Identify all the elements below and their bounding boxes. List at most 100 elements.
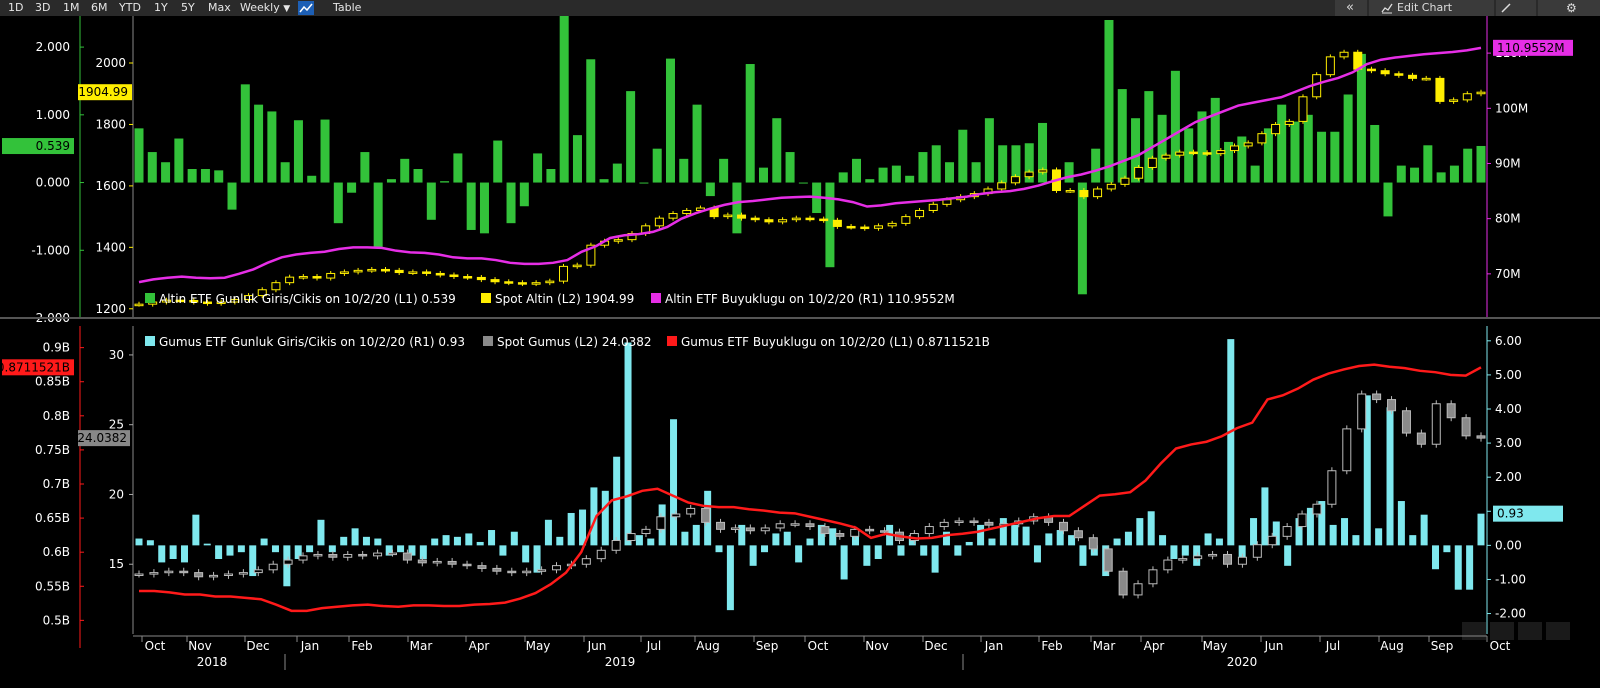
silver-legend-swatch xyxy=(483,336,493,346)
silver-candle xyxy=(686,507,696,515)
gold-legend-swatch xyxy=(651,293,661,303)
silver-flow-bar xyxy=(374,538,382,546)
silver-flow-bar xyxy=(1170,545,1178,559)
gold-flow-bar xyxy=(652,148,662,183)
silver-flow-bar xyxy=(1375,528,1383,546)
edit-button[interactable] xyxy=(1496,0,1536,16)
range-1y-button[interactable]: 1Y xyxy=(154,1,168,14)
gold-candle xyxy=(1134,166,1144,179)
silver-legend-label: Gumus ETF Gunluk Giris/Cikis on 10/2/20 … xyxy=(159,335,465,349)
gold-candle xyxy=(1024,171,1034,178)
gold-flow-bar xyxy=(905,175,915,183)
silver-candle xyxy=(253,569,263,574)
gold-l1-tick-label: 0.000 xyxy=(36,176,70,190)
silver-flow-bar xyxy=(1227,339,1235,546)
silver-flow-bar xyxy=(897,545,905,556)
silver-candle xyxy=(1401,410,1411,434)
gold-flow-bar xyxy=(293,120,303,183)
range-ytd-button[interactable]: YTD xyxy=(119,1,141,14)
settings-button[interactable]: ⚙ xyxy=(1538,0,1600,16)
gold-flow-bar xyxy=(134,128,144,183)
silver-candle xyxy=(671,513,681,518)
range-3d-button[interactable]: 3D xyxy=(35,1,51,14)
gold-candle xyxy=(326,272,336,279)
gold-candle xyxy=(244,295,254,301)
gold-flow-bar xyxy=(1436,172,1446,183)
silver-flow-bar xyxy=(419,545,427,559)
line-chart-icon[interactable] xyxy=(298,1,314,15)
gold-flow-bar xyxy=(572,135,582,183)
gold-candle xyxy=(490,279,500,283)
gold-candle xyxy=(230,299,240,303)
silver-flow-bar xyxy=(476,541,484,546)
silver-flow-bar xyxy=(385,545,393,556)
silver-flow-bar xyxy=(237,545,245,553)
gold-candle xyxy=(887,222,897,227)
silver-flow-bar xyxy=(249,545,257,577)
silver-candle xyxy=(1058,521,1068,532)
silver-l1-tick-label: 0.6B xyxy=(43,545,70,559)
gold-flow-bar xyxy=(227,182,237,210)
gold-candle xyxy=(572,264,582,268)
gold-flow-bar xyxy=(599,179,609,183)
period-select[interactable]: Weekly ▼ xyxy=(240,0,290,16)
gold-candle xyxy=(161,299,171,303)
silver-legend-swatch xyxy=(667,336,677,346)
silver-l2-tick-label: 25 xyxy=(109,418,124,432)
silver-flow-bar xyxy=(590,487,598,546)
silver-flow-bar xyxy=(317,519,325,546)
gold-flow-bar xyxy=(1224,141,1234,183)
gold-flow-bar xyxy=(200,169,210,183)
gold-candle xyxy=(1147,157,1157,168)
gold-candle xyxy=(915,209,925,218)
silver-flow-bar xyxy=(761,545,769,553)
silver-etf-size-line xyxy=(139,363,1482,613)
range-6m-button[interactable]: 6M xyxy=(91,1,108,14)
silver-l2-last-value: 24.0382 xyxy=(77,431,127,445)
silver-flow-bar xyxy=(726,545,734,611)
edit-chart-button[interactable]: Edit Chart xyxy=(1369,0,1494,16)
gold-flow-bar xyxy=(958,129,968,183)
silver-legend-label: Gumus ETF Buyuklugu on 10/2/20 (L1) 0.87… xyxy=(681,335,990,349)
range-1m-button[interactable]: 1M xyxy=(63,1,80,14)
gold-candle xyxy=(531,282,541,285)
month-label: Oct xyxy=(1490,639,1511,653)
gold-candle xyxy=(189,299,199,303)
silver-flow-bar xyxy=(1261,487,1269,546)
month-label: Nov xyxy=(188,639,211,653)
gold-flow-bar xyxy=(732,182,742,234)
silver-flow-bar xyxy=(271,545,279,553)
gold-legend-label: Altin ETF Gunluk Giris/Cikis on 10/2/20 … xyxy=(159,292,456,306)
silver-r1-tick-label: 0.00 xyxy=(1495,538,1522,552)
chevron-down-icon: ▼ xyxy=(283,4,291,14)
table-button[interactable]: Table xyxy=(333,1,362,14)
silver-flow-bar xyxy=(522,545,530,563)
gold-flow-bar xyxy=(1370,124,1380,183)
silver-flow-bar xyxy=(988,538,996,546)
silver-candle xyxy=(939,521,949,528)
silver-flow-bar xyxy=(1272,521,1280,546)
silver-flow-bar xyxy=(510,531,518,546)
gold-candle xyxy=(1161,154,1171,159)
gold-flow-bar xyxy=(865,179,875,183)
silver-candle xyxy=(954,520,964,523)
gold-flow-bar xyxy=(931,145,941,183)
silver-flow-bar xyxy=(1352,535,1360,546)
gold-flow-bar xyxy=(945,162,955,183)
range-1d-button[interactable]: 1D xyxy=(8,1,24,14)
range-max-button[interactable]: Max xyxy=(208,1,231,14)
silver-candle xyxy=(447,560,457,565)
collapse-button[interactable]: « xyxy=(1335,0,1367,16)
month-label: Oct xyxy=(145,639,166,653)
silver-candle xyxy=(1431,403,1441,445)
gold-candle xyxy=(1408,74,1418,79)
silver-flow-bar xyxy=(283,545,291,587)
silver-flow-bar xyxy=(215,545,223,559)
silver-candle xyxy=(1327,470,1337,505)
silver-flow-bar xyxy=(567,512,575,546)
silver-candle xyxy=(850,528,860,537)
gold-candle xyxy=(353,269,363,273)
gold-flow-bar xyxy=(1330,131,1340,183)
silver-candle xyxy=(1282,526,1292,537)
range-5y-button[interactable]: 5Y xyxy=(181,1,195,14)
